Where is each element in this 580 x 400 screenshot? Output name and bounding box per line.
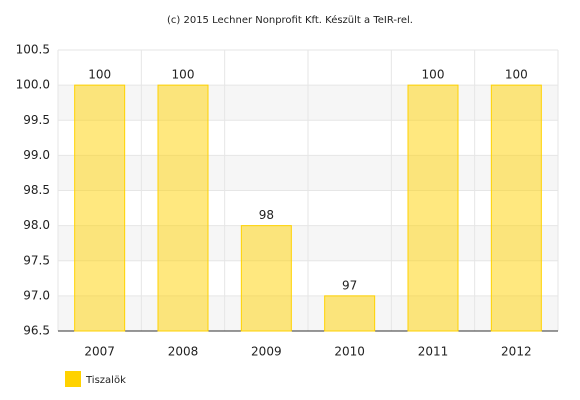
y-tick-label: 96.5 xyxy=(23,324,50,338)
x-tick-label: 2008 xyxy=(168,345,199,359)
y-tick-label: 99.5 xyxy=(23,113,50,127)
y-tick-label: 100.5 xyxy=(16,43,50,57)
y-tick-label: 98.5 xyxy=(23,183,50,197)
x-tick-label: 2007 xyxy=(84,345,115,359)
y-tick-label: 97.0 xyxy=(23,288,50,302)
y-tick-label: 100.0 xyxy=(16,78,50,92)
chart-title: (c) 2015 Lechner Nonprofit Kft. Készült … xyxy=(167,14,413,26)
legend-label: Tiszalök xyxy=(85,375,126,386)
data-label: 100 xyxy=(172,68,195,82)
y-tick-label: 98.0 xyxy=(23,218,50,232)
data-label: 100 xyxy=(505,68,528,82)
bar xyxy=(490,84,542,332)
bar xyxy=(74,84,126,332)
bar xyxy=(157,84,209,332)
bar xyxy=(240,225,292,332)
x-tick-label: 2009 xyxy=(251,345,282,359)
bar xyxy=(407,84,459,332)
y-tick-label: 97.5 xyxy=(23,253,50,267)
y-tick-label: 99.0 xyxy=(23,148,50,162)
bar xyxy=(324,295,376,332)
x-tick-label: 2010 xyxy=(334,345,365,359)
data-label: 100 xyxy=(88,68,111,82)
legend-swatch xyxy=(65,371,81,387)
x-tick-label: 2011 xyxy=(418,345,449,359)
data-label: 97 xyxy=(342,278,357,292)
data-label: 100 xyxy=(422,68,445,82)
data-label: 98 xyxy=(259,208,274,222)
x-tick-label: 2012 xyxy=(501,345,532,359)
